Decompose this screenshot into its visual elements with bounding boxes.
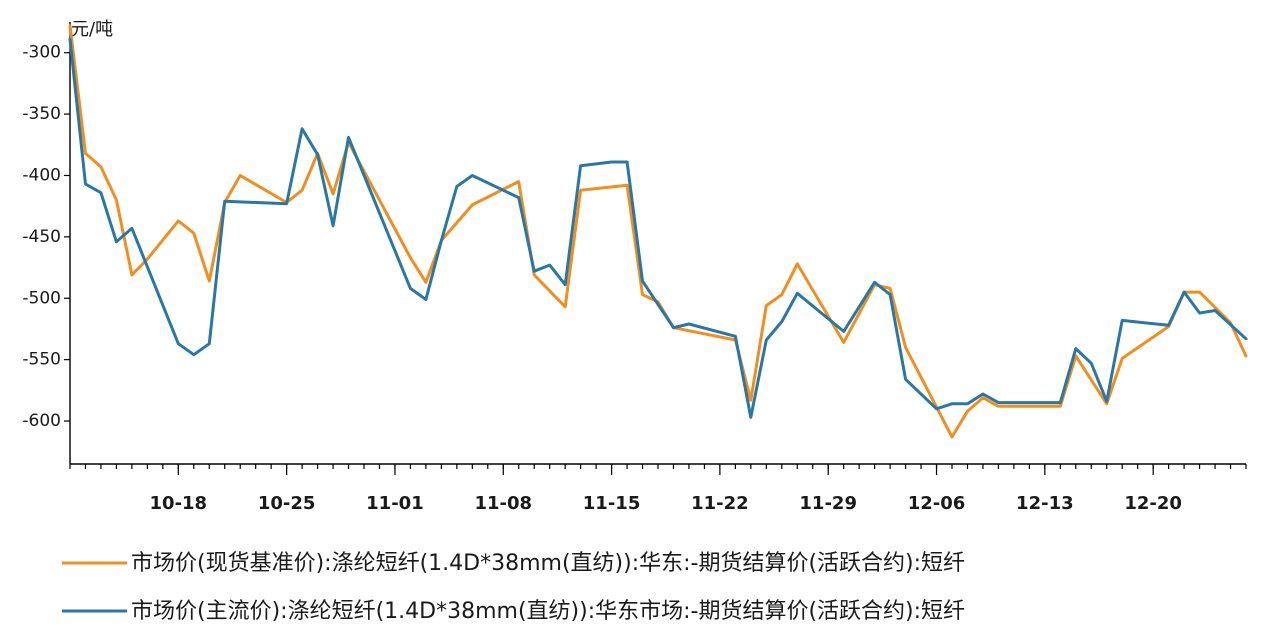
y-tick-label: -600 [22,411,61,431]
x-tick-label: 12-13 [1016,493,1074,514]
axes [69,22,1246,465]
x-tick-label: 12-20 [1124,493,1182,514]
series-line-spot-benchmark [68,24,1248,439]
y-tick-label: -500 [22,288,61,308]
y-axis-unit-label: 元/吨 [71,19,113,40]
series-layer [68,24,1248,439]
x-tick-label: 12-06 [908,493,966,514]
legend-label: 市场价(现货基准价):涤纶短纤(1.4D*38mm(直纺)):华东:-期货结算价… [131,551,965,576]
y-tick-label: -400 [22,165,61,185]
x-tick-label: 11-01 [366,493,424,514]
legend-label: 市场价(主流价):涤纶短纤(1.4D*38mm(直纺)):华东市场:-期货结算价… [131,599,965,624]
y-ticks: -300 -350 -400 -450 -500 -550 -600 [22,43,70,431]
x-tick-label: 11-15 [583,493,641,514]
legend: 市场价(现货基准价):涤纶短纤(1.4D*38mm(直纺)):华东:-期货结算价… [62,551,965,624]
y-tick-label: -350 [22,104,61,124]
x-tick-label: 10-25 [258,493,316,514]
y-tick-label: -300 [22,43,61,63]
x-tick-label: 11-29 [799,493,857,514]
x-ticks: 10-18 10-25 11-01 11-08 11-15 11-22 11-29 12-06… [69,464,1247,514]
y-tick-label: -550 [22,350,61,370]
legend-entry: 市场价(现货基准价):涤纶短纤(1.4D*38mm(直纺)):华东:-期货结算价… [62,551,965,576]
y-tick-label: -450 [22,227,61,247]
x-tick-label: 11-08 [474,493,532,514]
series-line-mainstream [68,37,1248,419]
x-tick-label: 10-18 [150,493,208,514]
legend-entry: 市场价(主流价):涤纶短纤(1.4D*38mm(直纺)):华东市场:-期货结算价… [62,599,965,624]
x-tick-label: 11-22 [691,493,749,514]
